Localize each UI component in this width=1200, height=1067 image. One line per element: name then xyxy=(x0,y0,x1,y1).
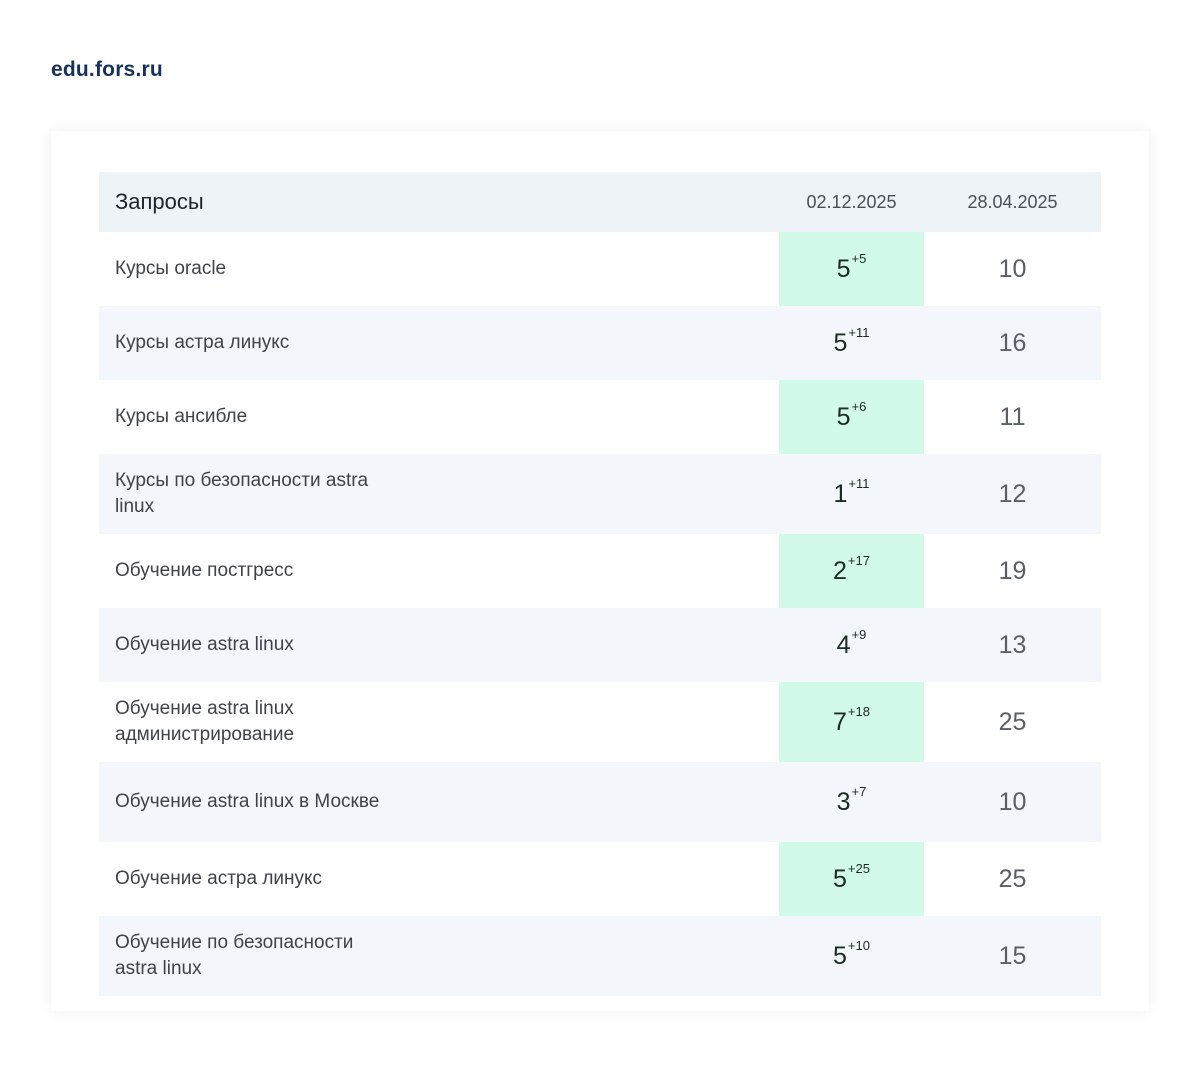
position-delta: +11 xyxy=(848,475,870,491)
position-old: 15 xyxy=(998,941,1027,970)
query-cell: Курсы астра линукс xyxy=(115,332,290,353)
position-delta: +7 xyxy=(851,783,867,799)
position-delta: +10 xyxy=(847,937,870,953)
query-cell: Обучение постгресс xyxy=(115,560,294,581)
rankings-card: Запросы 02.12.2025 28.04.2025 Курсы orac… xyxy=(51,131,1149,1011)
table-row: Обучение по безопасности astra linux 5 +10… xyxy=(99,916,1101,996)
query-cell: Обучение астра линукс xyxy=(115,868,323,889)
query-cell: Обучение astra linux в Москве xyxy=(115,791,380,812)
position-new: 5 xyxy=(833,328,848,357)
position-old: 16 xyxy=(998,328,1027,357)
position-delta: +25 xyxy=(847,860,870,876)
position-new-cell: 7 +18 xyxy=(779,682,924,762)
position-new: 5 xyxy=(833,941,847,970)
position-delta: +17 xyxy=(847,552,870,568)
position-delta: +6 xyxy=(851,398,867,414)
position-delta: +11 xyxy=(848,324,870,340)
position-new: 5 xyxy=(836,402,851,431)
table-header: Запросы 02.12.2025 28.04.2025 xyxy=(99,172,1101,232)
position-delta: +18 xyxy=(847,703,870,719)
position-old-cell: 11 xyxy=(924,380,1101,454)
position-delta: +9 xyxy=(851,626,867,642)
table-row: Обучение астра линукс 5 +25 25 xyxy=(99,842,1101,916)
query-cell: Курсы oracle xyxy=(115,258,227,279)
query-cell: Курсы по безопасности astra linux xyxy=(115,470,369,517)
rankings-table: Запросы 02.12.2025 28.04.2025 Курсы orac… xyxy=(99,172,1101,996)
position-old-cell: 25 xyxy=(924,682,1101,762)
position-old-cell: 12 xyxy=(924,454,1101,534)
position-old: 10 xyxy=(998,254,1027,283)
position-delta: +5 xyxy=(851,250,867,266)
position-old-cell: 15 xyxy=(924,916,1101,996)
position-old: 25 xyxy=(998,864,1027,893)
position-old-cell: 19 xyxy=(924,534,1101,608)
table-row: Курсы астра линукс 5 +11 16 xyxy=(99,306,1101,380)
position-old: 10 xyxy=(998,787,1027,816)
position-new-cell: 3 +7 xyxy=(779,762,924,842)
header-date-old: 28.04.2025 xyxy=(967,191,1058,212)
table-row: Курсы по безопасности astra linux 1 +11 12 xyxy=(99,454,1101,534)
query-cell: Обучение по безопасности astra linux xyxy=(115,932,354,979)
position-new: 3 xyxy=(836,787,851,816)
position-new-cell: 4 +9 xyxy=(779,608,924,682)
position-old-cell: 10 xyxy=(924,232,1101,306)
header-date-new: 02.12.2025 xyxy=(806,191,897,212)
site-label: edu.fors.ru xyxy=(51,58,163,81)
table-row: Обучение постгресс 2 +17 19 xyxy=(99,534,1101,608)
position-old: 25 xyxy=(998,707,1027,736)
table-row: Обучение astra linux администрирование 7 +… xyxy=(99,682,1101,762)
position-new-cell: 5 +6 xyxy=(779,380,924,454)
position-new: 7 xyxy=(833,707,847,736)
table-row: Обучение astra linux в Москве 3 +7 10 xyxy=(99,762,1101,842)
table-row: Обучение astra linux 4 +9 13 xyxy=(99,608,1101,682)
position-new-cell: 1 +11 xyxy=(779,454,924,534)
position-old: 13 xyxy=(998,630,1027,659)
position-new-cell: 5 +5 xyxy=(779,232,924,306)
query-cell: Обучение astra linux xyxy=(115,634,294,655)
position-new: 4 xyxy=(836,630,851,659)
position-new-cell: 5 +25 xyxy=(779,842,924,916)
query-cell: Обучение astra linux администрирование xyxy=(115,698,295,745)
position-new: 1 xyxy=(833,479,848,508)
position-old-cell: 16 xyxy=(924,306,1101,380)
position-old-cell: 13 xyxy=(924,608,1101,682)
table-row: Курсы ансибле 5 +6 11 xyxy=(99,380,1101,454)
table-row: Курсы oracle 5 +5 10 xyxy=(99,232,1101,306)
position-old: 19 xyxy=(998,556,1027,585)
position-new-cell: 5 +11 xyxy=(779,306,924,380)
header-query: Запросы xyxy=(115,189,204,214)
position-new: 5 xyxy=(836,254,851,283)
position-new-cell: 2 +17 xyxy=(779,534,924,608)
position-new-cell: 5 +10 xyxy=(779,916,924,996)
position-new: 2 xyxy=(833,556,847,585)
position-new: 5 xyxy=(833,864,847,893)
position-old-cell: 10 xyxy=(924,762,1101,842)
query-cell: Курсы ансибле xyxy=(115,406,248,427)
position-old: 11 xyxy=(999,402,1026,431)
position-old-cell: 25 xyxy=(924,842,1101,916)
position-old: 12 xyxy=(998,479,1027,508)
